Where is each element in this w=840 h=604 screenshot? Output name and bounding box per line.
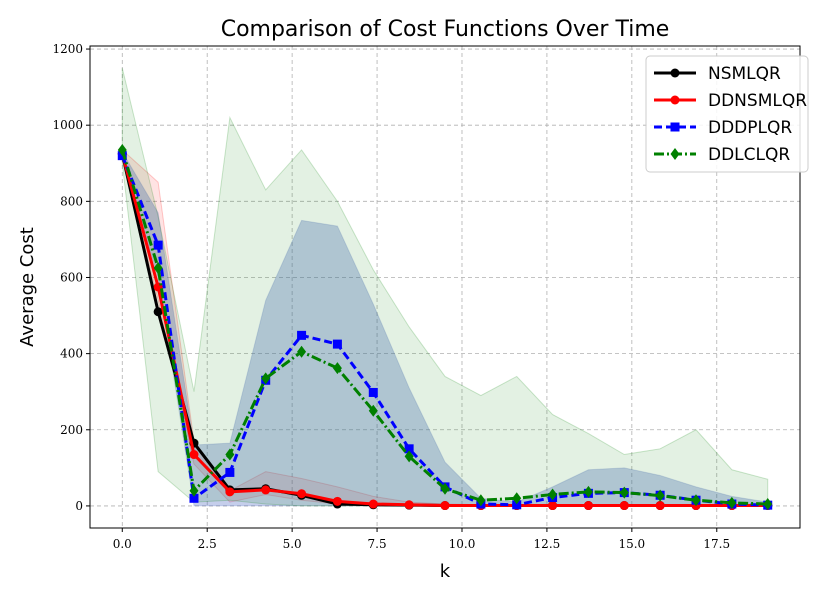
data-point: [670, 148, 680, 160]
legend-box: [645, 55, 809, 173]
data-point: [332, 362, 342, 375]
x-tick-label: 15.0: [618, 537, 645, 551]
legend-entry: NSMLQR: [654, 64, 781, 84]
data-point: [297, 330, 307, 340]
data-point: [225, 467, 235, 477]
legend-entry: DDLCLQR: [654, 145, 790, 165]
legend-label: DDNSMLQR: [708, 91, 807, 111]
data-point: [619, 486, 629, 499]
data-point: [368, 404, 378, 417]
data-point: [368, 387, 378, 397]
data-point: [512, 500, 522, 510]
data-point: [404, 444, 414, 454]
data-point: [189, 450, 199, 460]
data-point: [117, 143, 127, 156]
data-point: [727, 496, 737, 509]
legend-label: DDLCLQR: [708, 145, 790, 165]
data-point: [440, 501, 450, 511]
legend-label: NSMLQR: [708, 64, 781, 84]
y-tick-label: 0: [75, 499, 83, 513]
data-point: [670, 95, 680, 105]
y-tick-label: 1000: [52, 118, 83, 132]
axis-ticks: 0.0 2.5 5.0 7.5 10.0 12.5 15.0 17.5 0 200 400 600 80…: [52, 42, 730, 551]
y-tick-label: 800: [60, 194, 83, 208]
data-point: [691, 494, 701, 507]
data-point: [548, 488, 558, 501]
x-tick-label: 5.0: [283, 537, 302, 551]
data-point: [583, 501, 593, 511]
data-point: [763, 498, 773, 511]
data-point: [332, 339, 342, 349]
y-axis-label: Average Cost: [17, 227, 38, 347]
data-point: [225, 487, 235, 497]
plot-frame: [89, 45, 801, 529]
y-tick-label: 200: [60, 423, 83, 437]
data-point: [153, 307, 163, 317]
x-tick-label: 0.0: [113, 537, 132, 551]
legend-label: DDDPLQR: [708, 118, 792, 138]
x-tick-label: 2.5: [198, 537, 217, 551]
y-tick-label: 1200: [52, 42, 83, 56]
x-axis-label: k: [440, 561, 451, 582]
data-point: [153, 261, 163, 274]
x-tick-label: 10.0: [449, 537, 476, 551]
data-point: [261, 372, 271, 385]
data-point: [655, 501, 665, 511]
series-lines: [117, 143, 773, 511]
legend-entry: DDNSMLQR: [654, 91, 807, 111]
chart-title: Comparison of Cost Functions Over Time: [221, 17, 670, 42]
x-tick-label: 12.5: [534, 537, 561, 551]
y-tick-label: 600: [60, 270, 83, 284]
legend-entry: DDDPLQR: [654, 118, 792, 138]
data-point: [153, 240, 163, 250]
legend: NSMLQR DDNSMLQR DDDPLQR DDLCLQR: [645, 55, 809, 173]
data-point: [297, 345, 307, 358]
data-point: [225, 448, 235, 461]
data-point: [189, 484, 199, 497]
series-ddlclqr: [117, 143, 773, 511]
data-point: [368, 499, 378, 509]
data-point: [619, 501, 629, 511]
data-point: [261, 485, 271, 495]
data-point: [404, 450, 414, 463]
data-point: [670, 122, 680, 132]
data-point: [440, 482, 450, 495]
data-point: [476, 494, 486, 507]
data-point: [670, 68, 680, 78]
data-point: [548, 501, 558, 511]
x-tick-label: 7.5: [368, 537, 387, 551]
data-point: [655, 489, 665, 502]
data-point: [297, 489, 307, 499]
data-point: [332, 496, 342, 506]
data-point: [512, 492, 522, 505]
data-point: [583, 485, 593, 498]
y-tick-label: 400: [60, 347, 83, 361]
data-point: [189, 493, 199, 503]
x-tick-label: 17.5: [703, 537, 730, 551]
data-point: [404, 500, 414, 510]
